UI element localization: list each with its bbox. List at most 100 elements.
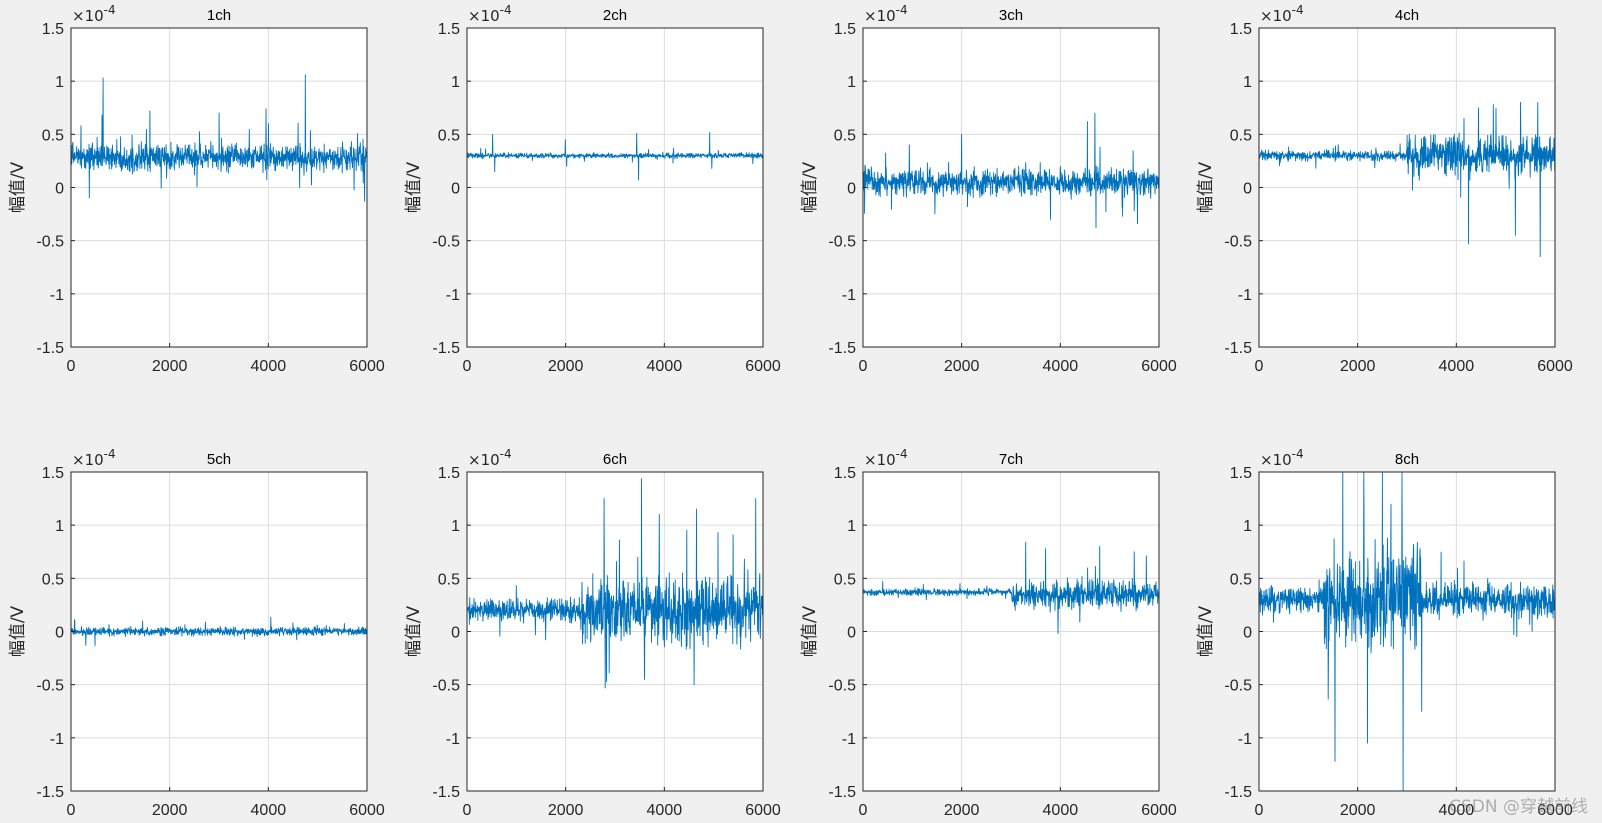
- subplot-7ch: 0 2000 4000 6000 -1.5 -1 -0.5 0 0.5 1 1.5 ×10-4 7ch 幅…: [800, 447, 1177, 819]
- y-axis-label: 幅值/V: [1196, 161, 1216, 213]
- y-tick-label: -1: [50, 287, 64, 304]
- y-axis-label: 幅值/V: [404, 161, 424, 213]
- y-exponent-label: ×10-4: [864, 3, 908, 25]
- y-tick-label: 0: [451, 181, 460, 198]
- y-tick-label: 0: [1243, 625, 1252, 642]
- y-tick-label: 0: [451, 625, 460, 642]
- x-tick-label: 4000: [1043, 802, 1079, 819]
- y-tick-label: 1.5: [1230, 21, 1252, 38]
- y-tick-label: -1.5: [432, 340, 460, 357]
- x-tick-label: 0: [1255, 802, 1264, 819]
- series-line: [1258, 471, 1556, 792]
- y-axis-label: 幅值/V: [8, 605, 28, 657]
- subplot-3ch: 0 2000 4000 6000 -1.5 -1 -0.5 0 0.5 1 1.5 ×10-4 3ch 幅…: [800, 3, 1177, 375]
- x-tick-label: 6000: [1537, 358, 1573, 375]
- y-tick-label: 1.5: [438, 21, 460, 38]
- y-tick-label: 1.5: [42, 21, 64, 38]
- y-tick-label: 0.5: [1230, 127, 1252, 144]
- y-exponent-label: ×10-4: [1260, 3, 1304, 25]
- y-tick-label: -1: [50, 731, 64, 748]
- x-tick-label: 0: [463, 802, 472, 819]
- y-tick-label: 1: [451, 518, 460, 535]
- y-tick-label: -1: [1238, 731, 1252, 748]
- subplot-title: 1ch: [207, 7, 231, 24]
- y-tick-label: -1.5: [432, 784, 460, 801]
- series-line: [466, 131, 764, 181]
- y-tick-label: -1: [842, 731, 856, 748]
- x-tick-label: 4000: [1439, 358, 1475, 375]
- y-tick-label: 0.5: [834, 127, 856, 144]
- watermark: CSDN @穿越前线: [1449, 797, 1588, 817]
- x-tick-label: 0: [67, 802, 76, 819]
- y-tick-label: 1: [1243, 518, 1252, 535]
- subplot-title: 5ch: [207, 451, 231, 468]
- subplot-6ch: 0 2000 4000 6000 -1.5 -1 -0.5 0 0.5 1 1.5 ×10-4 6ch 幅…: [404, 447, 781, 819]
- y-exponent-label: ×10-4: [468, 3, 512, 25]
- y-tick-label: -1.5: [36, 784, 64, 801]
- series-line: [466, 478, 764, 689]
- x-tick-label: 0: [67, 358, 76, 375]
- y-tick-label: -0.5: [432, 234, 460, 251]
- y-tick-label: -1.5: [36, 340, 64, 357]
- x-tick-label: 6000: [745, 802, 781, 819]
- y-exponent-label: ×10-4: [864, 447, 908, 469]
- y-exponent-label: ×10-4: [72, 447, 116, 469]
- y-tick-label: 1: [847, 518, 856, 535]
- x-tick-label: 4000: [647, 358, 683, 375]
- x-tick-label: 6000: [349, 358, 385, 375]
- x-tick-label: 0: [859, 358, 868, 375]
- y-tick-label: 1.5: [1230, 465, 1252, 482]
- y-tick-label: -1: [446, 731, 460, 748]
- x-tick-label: 2000: [944, 802, 980, 819]
- y-tick-label: 0.5: [42, 127, 64, 144]
- x-tick-label: 2000: [152, 358, 188, 375]
- y-tick-label: -1: [446, 287, 460, 304]
- y-tick-label: 0: [55, 181, 64, 198]
- y-exponent-label: ×10-4: [72, 3, 116, 25]
- series-line: [70, 74, 368, 202]
- x-tick-label: 4000: [1043, 358, 1079, 375]
- y-tick-label: 0.5: [438, 127, 460, 144]
- x-tick-label: 2000: [1340, 802, 1376, 819]
- x-tick-label: 2000: [548, 802, 584, 819]
- y-tick-label: 0: [847, 181, 856, 198]
- y-axis-label: 幅值/V: [404, 605, 424, 657]
- x-tick-label: 0: [463, 358, 472, 375]
- y-tick-label: 0.5: [42, 571, 64, 588]
- x-tick-label: 6000: [349, 802, 385, 819]
- y-tick-label: -1.5: [828, 784, 856, 801]
- subplot-5ch: 0 2000 4000 6000 -1.5 -1 -0.5 0 0.5 1 1.5 ×10-4 5ch 幅…: [8, 447, 385, 819]
- subplot-title: 8ch: [1395, 451, 1419, 468]
- x-tick-label: 6000: [1141, 358, 1177, 375]
- x-tick-label: 0: [859, 802, 868, 819]
- x-tick-label: 4000: [251, 802, 287, 819]
- y-tick-label: -0.5: [36, 234, 64, 251]
- y-tick-label: -1: [842, 287, 856, 304]
- x-tick-label: 6000: [745, 358, 781, 375]
- x-tick-label: 0: [1255, 358, 1264, 375]
- subplot-title: 7ch: [999, 451, 1023, 468]
- y-tick-label: -0.5: [36, 678, 64, 695]
- subplot-1ch: 0 2000 4000 6000 -1.5 -1 -0.5 0 0.5 1 1.5 ×10-4 1ch 幅…: [8, 3, 385, 375]
- y-tick-label: 0: [1243, 181, 1252, 198]
- y-tick-label: 1: [55, 518, 64, 535]
- y-tick-label: 1.5: [42, 465, 64, 482]
- y-tick-label: 0.5: [438, 571, 460, 588]
- y-tick-label: 1: [451, 74, 460, 91]
- y-tick-label: 0: [847, 625, 856, 642]
- series-line: [70, 616, 368, 647]
- y-tick-label: 1.5: [834, 465, 856, 482]
- y-exponent-label: ×10-4: [1260, 447, 1304, 469]
- y-tick-label: 0.5: [1230, 571, 1252, 588]
- subplot-title: 6ch: [603, 451, 627, 468]
- series-line: [862, 112, 1160, 229]
- y-tick-label: -0.5: [1224, 234, 1252, 251]
- y-tick-label: 0.5: [834, 571, 856, 588]
- y-axis-label: 幅值/V: [8, 161, 28, 213]
- y-tick-label: -0.5: [1224, 678, 1252, 695]
- subplot-title: 2ch: [603, 7, 627, 24]
- series-line: [862, 541, 1160, 635]
- y-tick-label: -0.5: [828, 678, 856, 695]
